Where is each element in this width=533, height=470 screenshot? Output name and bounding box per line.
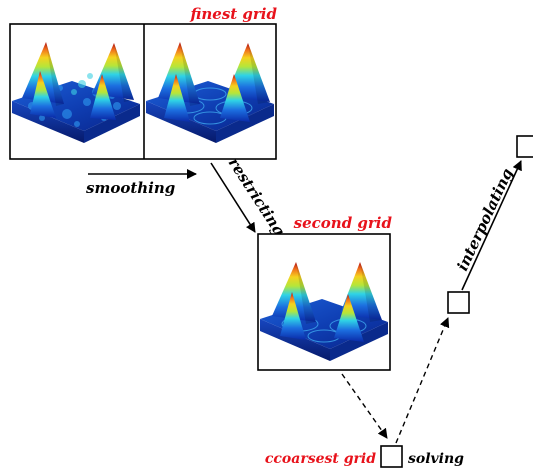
solving-label: solving (408, 451, 464, 467)
coarsest-grid-label: ccoarsest grid (265, 451, 376, 467)
restricting-arrow (210, 162, 256, 233)
restrict-to-coarsest-arrow (341, 373, 388, 439)
interpolating-label: interpolating (453, 166, 516, 274)
interpolate-to-second-arrow (395, 317, 450, 444)
restricting-label: restricting (225, 154, 289, 239)
second-level-box (447, 291, 470, 314)
smooth-surface-plot-icon (146, 42, 274, 143)
coarsest-grid-box (380, 445, 403, 468)
coarse-surface-plot-icon (260, 262, 388, 361)
finest-grid-label: finest grid (189, 5, 277, 23)
noisy-surface-plot-icon (12, 42, 140, 143)
second-grid-label: second grid (294, 214, 393, 232)
smoothing-label: smoothing (86, 179, 175, 197)
interpolating-arrow (461, 160, 522, 291)
finest-level-box (516, 135, 533, 158)
